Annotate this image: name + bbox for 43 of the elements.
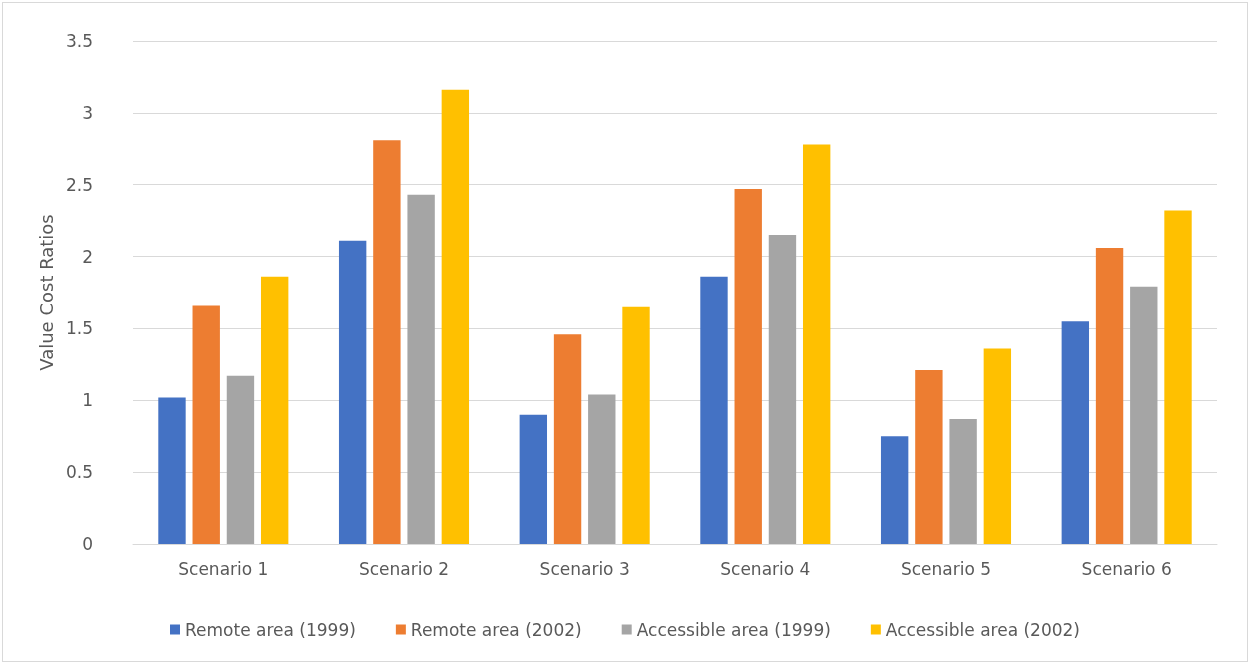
bar xyxy=(802,144,831,544)
legend-label: Accessible area (2002) xyxy=(885,619,1080,640)
bar xyxy=(915,370,943,544)
y-tick-label: 2.5 xyxy=(65,174,93,195)
bar xyxy=(880,436,909,544)
bar xyxy=(226,375,255,544)
bar xyxy=(338,240,367,544)
x-tick-label: Scenario 1 xyxy=(178,558,269,579)
bar xyxy=(700,276,728,544)
bar xyxy=(519,414,548,544)
bar xyxy=(622,306,650,544)
bar xyxy=(260,276,289,544)
y-tick-label: 1.5 xyxy=(65,318,93,339)
bar xyxy=(373,140,401,544)
bar xyxy=(192,305,220,544)
bar xyxy=(734,189,762,544)
bar xyxy=(553,334,582,544)
bar xyxy=(441,89,470,544)
x-tick-label: Scenario 3 xyxy=(539,558,630,579)
bar xyxy=(588,394,616,544)
bar xyxy=(768,235,797,544)
bar xyxy=(1130,286,1158,544)
legend-label: Accessible area (1999) xyxy=(636,619,831,640)
bar xyxy=(407,194,435,544)
bar xyxy=(1095,247,1124,544)
bar xyxy=(1164,210,1192,544)
y-tick-label: 1 xyxy=(82,390,93,411)
x-tick-label: Scenario 5 xyxy=(900,558,992,579)
bar xyxy=(949,418,977,544)
legend-label: Remote area (2002) xyxy=(410,619,582,640)
bar xyxy=(158,397,186,544)
y-tick-label: 3 xyxy=(82,102,93,123)
y-axis-title: Value Cost Ratios xyxy=(35,214,57,371)
bar xyxy=(983,348,1012,544)
x-tick-label: Scenario 2 xyxy=(358,558,450,579)
y-tick-label: 3.5 xyxy=(65,31,93,51)
x-tick-label: Scenario 4 xyxy=(720,558,811,579)
x-tick-label: Scenario 6 xyxy=(1081,558,1172,579)
y-tick-label: 2 xyxy=(82,246,93,267)
bar xyxy=(1061,321,1090,544)
legend-label: Remote area (1999) xyxy=(185,619,356,640)
y-tick-label: 0 xyxy=(82,534,93,554)
y-tick-label: 0.5 xyxy=(65,462,93,483)
